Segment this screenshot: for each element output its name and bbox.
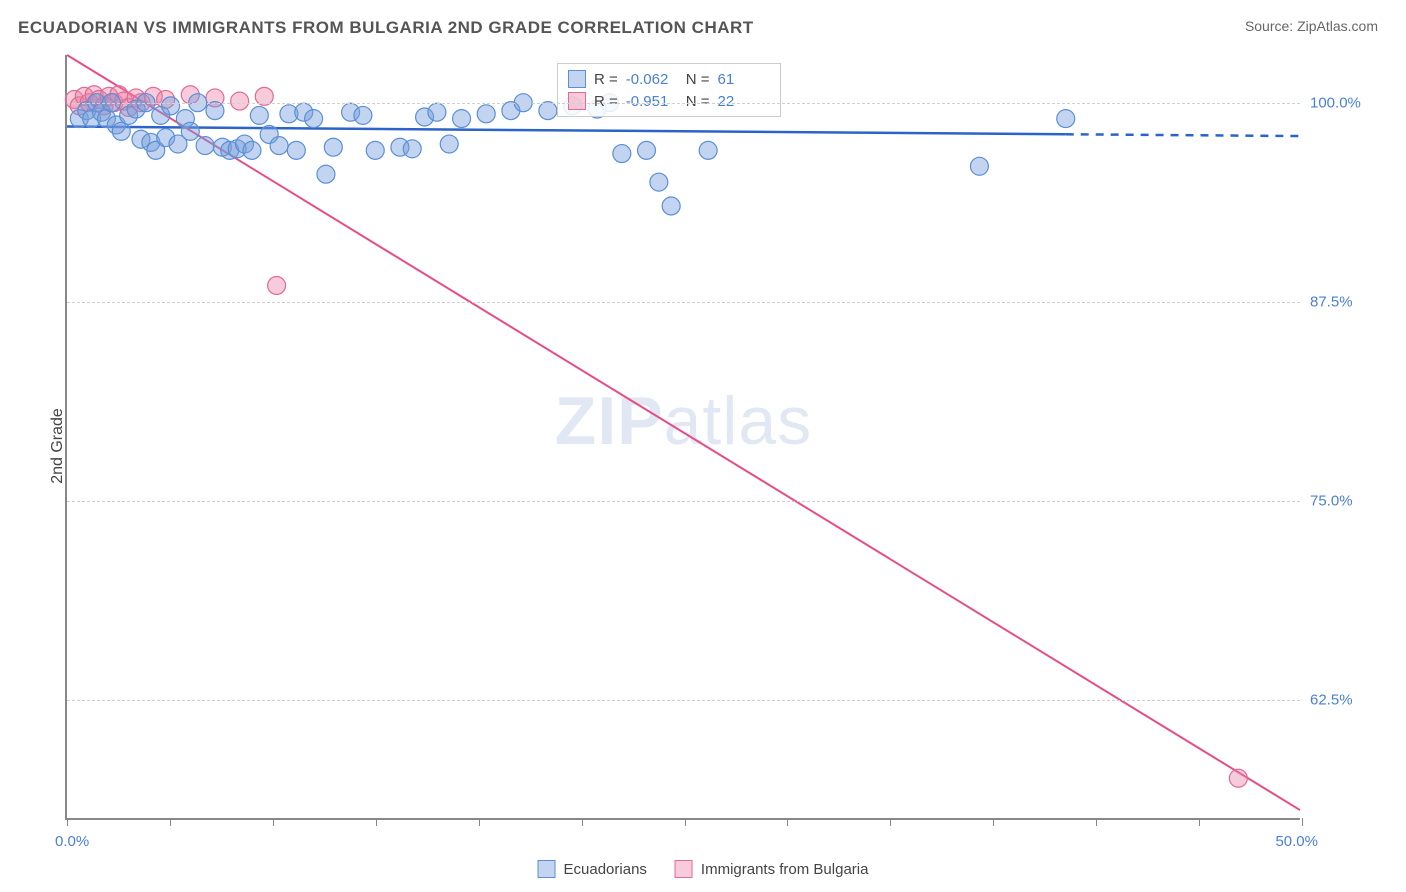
- x-tick: [479, 818, 480, 826]
- data-point: [650, 173, 668, 191]
- stats-r-value: -0.062: [626, 71, 678, 88]
- legend-swatch: [675, 860, 693, 878]
- y-tick-label: 87.5%: [1310, 294, 1390, 311]
- x-tick: [67, 818, 68, 826]
- y-tick-label: 75.0%: [1310, 493, 1390, 510]
- data-point: [287, 141, 305, 159]
- data-point: [243, 141, 261, 159]
- stats-r-label: R =: [594, 93, 618, 110]
- gridline: [67, 103, 1300, 104]
- data-point: [354, 106, 372, 124]
- legend-item: Ecuadorians: [538, 860, 647, 878]
- y-tick-label: 100.0%: [1310, 94, 1390, 111]
- data-point: [440, 135, 458, 153]
- data-point: [453, 110, 471, 128]
- stats-row: R = -0.062 N = 61: [568, 68, 770, 90]
- data-point: [699, 141, 717, 159]
- x-tick: [1199, 818, 1200, 826]
- gridline: [67, 501, 1300, 502]
- data-point: [403, 140, 421, 158]
- data-point: [270, 137, 288, 155]
- regression-line-dashed: [1066, 134, 1300, 136]
- data-point: [428, 103, 446, 121]
- data-point: [638, 141, 656, 159]
- data-point: [268, 277, 286, 295]
- legend-item: Immigrants from Bulgaria: [675, 860, 869, 878]
- legend-label: Ecuadorians: [564, 861, 647, 878]
- x-tick: [582, 818, 583, 826]
- x-tick: [376, 818, 377, 826]
- x-axis-end-label: 50.0%: [1275, 833, 1318, 850]
- data-point: [613, 145, 631, 163]
- data-point: [539, 102, 557, 120]
- stats-n-value: 22: [718, 93, 770, 110]
- legend-swatch: [538, 860, 556, 878]
- x-tick: [993, 818, 994, 826]
- data-point: [112, 122, 130, 140]
- x-tick: [273, 818, 274, 826]
- legend-label: Immigrants from Bulgaria: [701, 861, 869, 878]
- series-swatch: [568, 70, 586, 88]
- stats-n-label: N =: [686, 71, 710, 88]
- data-point: [970, 157, 988, 175]
- chart-title: ECUADORIAN VS IMMIGRANTS FROM BULGARIA 2…: [18, 18, 754, 38]
- stats-r-label: R =: [594, 71, 618, 88]
- y-tick-label: 62.5%: [1310, 692, 1390, 709]
- data-point: [317, 165, 335, 183]
- data-point: [196, 137, 214, 155]
- series-swatch: [568, 92, 586, 110]
- x-tick: [1096, 818, 1097, 826]
- regression-line: [67, 55, 1300, 810]
- x-axis-start-label: 0.0%: [55, 833, 89, 850]
- plot-area: ZIPatlas R =-0.062N =61R =-0.951N =22 0.…: [65, 55, 1300, 820]
- chart-svg: [67, 55, 1300, 818]
- data-point: [250, 106, 268, 124]
- x-tick: [890, 818, 891, 826]
- data-point: [1229, 769, 1247, 787]
- stats-row: R = -0.951 N = 22: [568, 90, 770, 112]
- data-point: [662, 197, 680, 215]
- data-point: [206, 102, 224, 120]
- data-point: [1057, 110, 1075, 128]
- regression-line: [67, 127, 1066, 135]
- x-tick: [685, 818, 686, 826]
- stats-n-label: N =: [686, 93, 710, 110]
- stats-r-value: -0.951: [626, 93, 678, 110]
- data-point: [366, 141, 384, 159]
- legend-bottom: Ecuadorians Immigrants from Bulgaria: [538, 860, 869, 878]
- data-point: [181, 122, 199, 140]
- data-point: [305, 110, 323, 128]
- gridline: [67, 302, 1300, 303]
- data-point: [162, 97, 180, 115]
- x-tick: [787, 818, 788, 826]
- stats-n-value: 61: [718, 71, 770, 88]
- data-point: [231, 92, 249, 110]
- source-attribution: Source: ZipAtlas.com: [1245, 18, 1378, 34]
- data-point: [324, 138, 342, 156]
- data-point: [477, 105, 495, 123]
- gridline: [67, 700, 1300, 701]
- x-tick: [1302, 818, 1303, 826]
- stats-legend-box: R = -0.062 N = 61 R = -0.951 N = 22: [557, 63, 781, 117]
- x-tick: [170, 818, 171, 826]
